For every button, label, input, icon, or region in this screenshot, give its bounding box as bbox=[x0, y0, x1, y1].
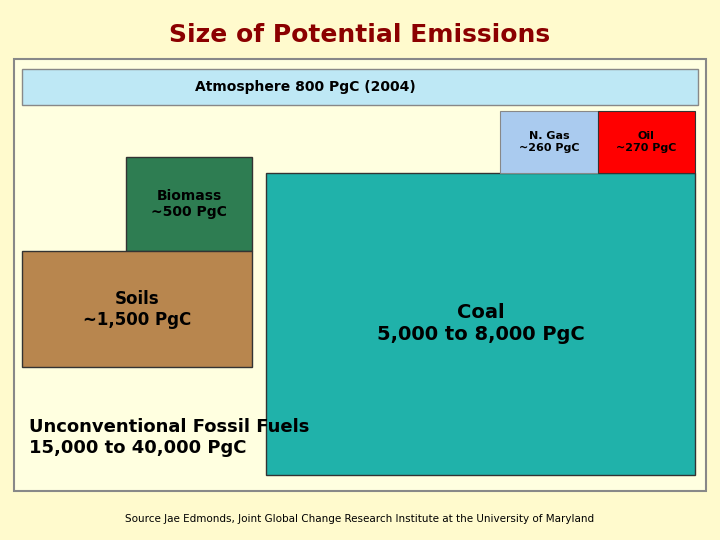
Bar bbox=[266, 173, 695, 475]
Bar bbox=[500, 111, 598, 173]
Text: Atmosphere 800 PgC (2004): Atmosphere 800 PgC (2004) bbox=[196, 80, 416, 94]
Bar bbox=[598, 111, 695, 173]
Text: Unconventional Fossil Fuels
15,000 to 40,000 PgC: Unconventional Fossil Fuels 15,000 to 40… bbox=[29, 418, 309, 457]
Bar bbox=[14, 59, 706, 491]
Text: Oil
~270 PgC: Oil ~270 PgC bbox=[616, 131, 676, 152]
Text: Biomass
~500 PgC: Biomass ~500 PgC bbox=[151, 189, 227, 219]
Bar bbox=[126, 157, 252, 251]
Bar bbox=[22, 69, 698, 105]
Text: N. Gas
~260 PgC: N. Gas ~260 PgC bbox=[518, 131, 580, 152]
Text: Size of Potential Emissions: Size of Potential Emissions bbox=[169, 23, 551, 47]
Text: Source Jae Edmonds, Joint Global Change Research Institute at the University of : Source Jae Edmonds, Joint Global Change … bbox=[125, 515, 595, 524]
Text: Coal
5,000 to 8,000 PgC: Coal 5,000 to 8,000 PgC bbox=[377, 303, 585, 345]
Text: Soils
~1,500 PgC: Soils ~1,500 PgC bbox=[83, 290, 191, 328]
Bar bbox=[22, 251, 252, 367]
